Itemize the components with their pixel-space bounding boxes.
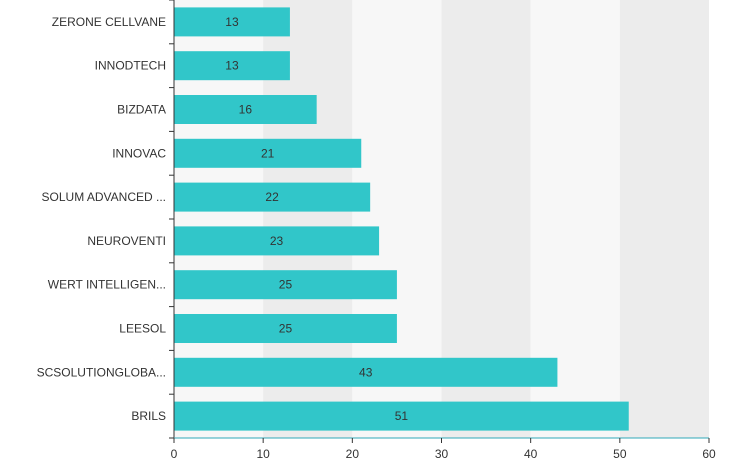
x-tick-label: 0 — [171, 447, 178, 461]
bar — [174, 138, 362, 168]
category-label: SCSOLUTIONGLOBA... — [37, 365, 166, 379]
category-label: SOLUM ADVANCED ... — [42, 190, 166, 204]
category-label: NEUROVENTI — [87, 234, 166, 248]
axes-group — [169, 0, 710, 443]
bar-value-label: 23 — [270, 234, 284, 248]
bar-value-label: 21 — [261, 146, 275, 160]
x-tick-label: 10 — [256, 447, 270, 461]
bar — [174, 226, 380, 256]
bar — [174, 401, 629, 431]
bar-value-label: 25 — [279, 322, 293, 336]
x-tick-label: 20 — [346, 447, 360, 461]
bar-value-label: 13 — [225, 15, 239, 29]
category-label: INNODTECH — [95, 59, 166, 73]
bar-value-label: 43 — [359, 365, 373, 379]
category-label: BIZDATA — [117, 103, 166, 117]
category-label: WERT INTELLIGEN... — [48, 278, 166, 292]
bars-group — [174, 7, 629, 431]
bar — [174, 182, 371, 212]
category-label: LEESOL — [119, 322, 166, 336]
bar — [174, 7, 290, 37]
x-tick-label: 40 — [524, 447, 538, 461]
bar-value-label: 22 — [265, 190, 279, 204]
bar-value-label: 16 — [239, 103, 253, 117]
labels-group: 13 ZERONE CELLVANE 13 INNODTECH 16 BIZDATA 21 I… — [37, 15, 716, 461]
bar-value-label: 25 — [279, 278, 293, 292]
category-label: ZERONE CELLVANE — [52, 15, 166, 29]
x-tick-label: 30 — [435, 447, 449, 461]
bar-value-label: 51 — [395, 409, 409, 423]
bar-value-label: 13 — [225, 59, 239, 73]
category-label: INNOVAC — [112, 146, 166, 160]
bar — [174, 314, 397, 343]
bar — [174, 357, 558, 387]
x-tick-label: 60 — [702, 447, 716, 461]
grid-band — [619, 0, 709, 438]
bar — [174, 270, 397, 300]
bar — [174, 95, 317, 124]
x-tick-label: 50 — [613, 447, 627, 461]
bar — [174, 51, 290, 81]
category-label: BRILS — [131, 409, 166, 423]
